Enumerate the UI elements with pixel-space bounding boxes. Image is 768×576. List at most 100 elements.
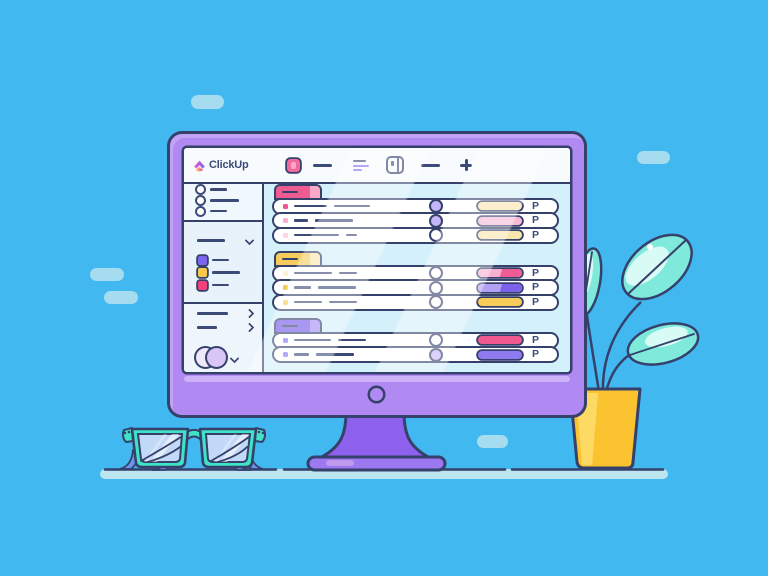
status-circle [431,268,441,278]
glasses-frame [121,427,267,469]
sidebar-group-header [184,235,262,246]
priority-flag: P [532,199,540,212]
leaf-right [626,322,700,366]
sidebar-item [184,185,262,194]
task-bullet [283,352,288,357]
status-circle [431,230,441,240]
avatar [207,348,226,367]
color-square-icon [198,280,207,290]
task-text-line [346,233,357,237]
item-line [197,326,217,329]
task-row: P [274,214,557,227]
item-line [212,283,229,287]
app-topbar: ClickUp [184,148,570,184]
bullet-ring-icon [197,207,204,215]
task-bullet [283,285,288,290]
task-text-line [316,353,354,356]
sidebar-section-spaces [184,220,262,302]
plant [568,233,700,470]
leaf-large [621,233,693,301]
task-text-line [318,286,356,289]
item-line [212,258,229,262]
task-text-line [315,219,353,222]
monitor-chin-highlight [184,376,570,382]
sidebar-item [184,268,262,278]
glasses-lenses [136,433,252,463]
tab-dash [282,324,298,328]
sidebar-item [184,280,262,290]
status-circle [431,215,441,226]
status-circle [431,335,441,345]
tag-pill [478,216,522,225]
cloud [637,151,670,164]
priority-flag: P [532,228,540,241]
sidebar-item [184,196,262,205]
sidebar-section-account [184,302,262,372]
tag-pill [478,283,522,292]
chevron-down-icon [229,353,240,364]
status-circle [431,282,441,293]
tag-pill [478,350,522,359]
group-tab [276,320,320,332]
clickup-logo-icon [194,160,205,172]
tab-dash [282,257,298,261]
clickup-logo-text: ClickUp [209,159,249,171]
tag-pill [478,336,522,344]
status-circle [431,297,441,307]
chevron-right-icon [244,308,255,319]
task-bullet [283,337,288,343]
priority-flag: P [532,281,540,293]
task-text-line [339,271,357,275]
tag-pill [478,298,522,306]
task-row: P [274,266,557,280]
sidebar-item [184,308,262,319]
task-text-line [294,204,327,208]
group-tab [276,186,320,198]
item-line [197,239,225,242]
sidebar-item [184,322,262,333]
task-text-line [329,300,357,304]
task-bullet [283,203,288,209]
group-tab [276,253,320,265]
task-bullet [283,218,288,223]
task-text-line [334,204,370,208]
item-line [197,312,228,315]
task-bullet [283,270,288,276]
task-text-line [294,300,322,304]
task-bullet [283,232,288,238]
plant-stems [584,301,642,393]
task-text-line [294,338,331,342]
bullet-ring-icon [197,186,204,193]
item-line [210,209,227,213]
item-line [210,199,239,202]
ground-shelf [100,468,668,479]
dash-icon [421,164,440,167]
priority-flag: P [532,266,540,279]
priority-flag: P [532,214,540,226]
task-text-line [294,271,332,275]
priority-flag: P [532,295,540,308]
task-row: P [274,281,557,294]
task-row: P [274,333,557,347]
task-row: P [274,348,557,361]
monitor-stand [306,410,447,472]
item-line [210,188,227,191]
task-text-line [294,219,308,222]
task-row: P [274,228,557,242]
priority-flag: P [532,348,540,360]
item-line [212,271,240,274]
status-circle [431,201,441,211]
priority-flag: P [532,333,540,346]
sidebar-item [184,255,262,265]
task-row: P [274,199,557,213]
task-bullet [283,299,288,305]
cloud [191,95,224,109]
tag-pill [478,231,522,239]
